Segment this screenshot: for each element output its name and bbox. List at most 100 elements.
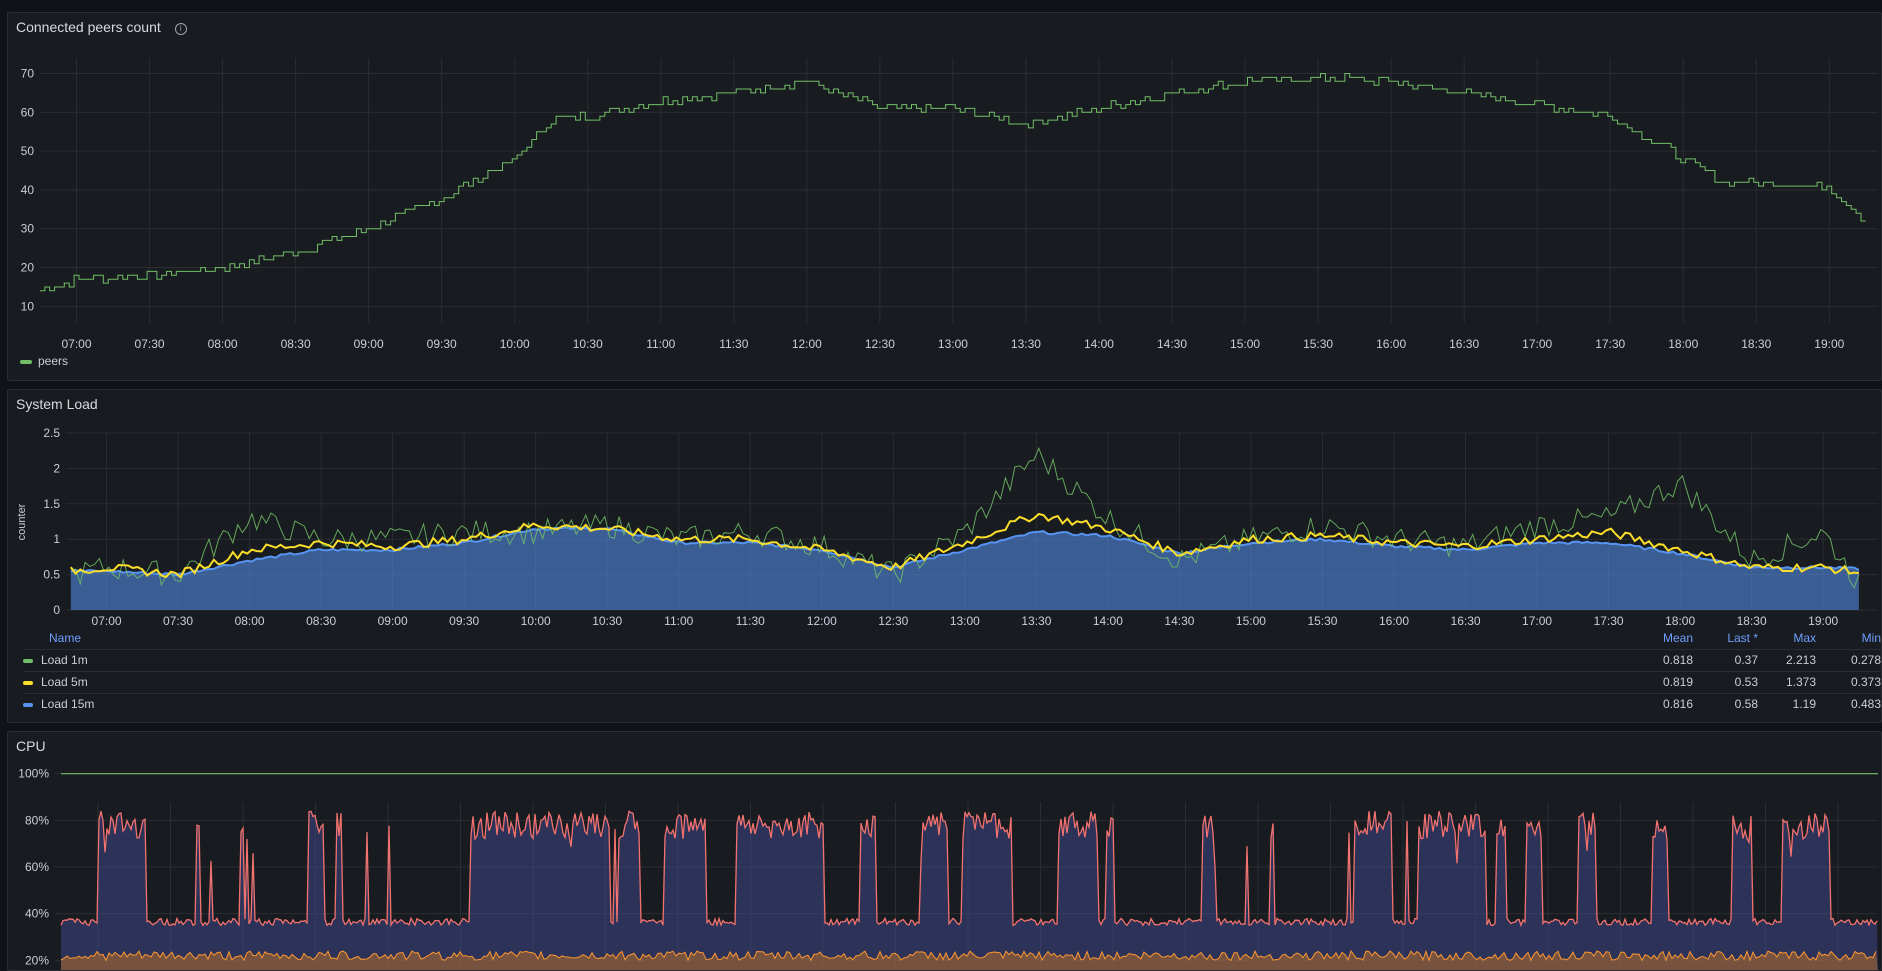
x-tick-label: 14:30 — [1157, 337, 1187, 351]
x-tick-label: 16:30 — [1451, 614, 1481, 628]
x-tick-label: 19:00 — [1814, 337, 1844, 351]
legend-last: 0.37 — [1734, 653, 1758, 667]
series-line-load-15m — [70, 526, 1860, 577]
legend-swatch — [23, 680, 33, 685]
x-tick-label: 09:00 — [378, 614, 408, 628]
y-tick-label: 2.5 — [43, 426, 60, 440]
x-tick-label: 10:30 — [573, 337, 603, 351]
y-tick-label: 60% — [25, 860, 49, 874]
x-tick-label: 11:30 — [736, 614, 765, 628]
series-line-system — [60, 949, 1877, 962]
legend-col-name[interactable]: Name — [49, 631, 82, 645]
legend-min: 0.483 — [1850, 697, 1881, 711]
legend-name: Load 1m — [23, 650, 88, 671]
legend-last: 0.53 — [1734, 675, 1758, 689]
y-tick-label: 50 — [21, 144, 35, 158]
x-tick-label: 09:00 — [354, 337, 384, 351]
series-line-user — [60, 810, 1878, 928]
legend-row-load-1m[interactable]: Load 1m 0.818 0.37 2.213 0.278 — [23, 649, 1881, 671]
legend-min: 0.278 — [1850, 653, 1881, 667]
x-tick-label: 12:30 — [878, 614, 908, 628]
legend-col-max[interactable]: Max — [1793, 631, 1816, 645]
cpu-panel-title[interactable]: CPU — [16, 738, 46, 754]
series-line-peers — [40, 73, 1866, 292]
x-tick-label: 07:30 — [135, 337, 165, 351]
y-tick-label: 40 — [21, 183, 35, 197]
x-tick-label: 12:30 — [865, 337, 895, 351]
x-tick-label: 17:30 — [1594, 614, 1624, 628]
legend-label: Load 1m — [41, 653, 88, 667]
peers-legend[interactable]: peers — [20, 354, 68, 368]
legend-name: Load 15m — [23, 694, 94, 715]
y-tick-label: 60 — [21, 105, 35, 119]
legend-table: Name Mean Last * Max Min Load 1m 0.818 0… — [23, 631, 1881, 715]
x-tick-label: 12:00 — [792, 337, 822, 351]
legend-min: 0.373 — [1850, 675, 1881, 689]
legend-max: 2.213 — [1785, 653, 1816, 667]
legend-col-min[interactable]: Min — [1861, 631, 1881, 645]
x-tick-label: 14:00 — [1084, 337, 1114, 351]
x-tick-label: 13:00 — [950, 614, 980, 628]
legend-name: Load 5m — [23, 672, 88, 693]
x-tick-label: 16:00 — [1379, 614, 1409, 628]
y-tick-label: 70 — [21, 67, 35, 81]
x-tick-label: 18:00 — [1665, 614, 1695, 628]
x-tick-label: 11:30 — [719, 337, 748, 351]
legend-table-header: Name Mean Last * Max Min — [23, 631, 1881, 649]
x-tick-label: 14:30 — [1164, 614, 1194, 628]
series-line-load-1m — [70, 446, 1860, 589]
y-axis-label: counter — [16, 503, 28, 540]
info-icon[interactable]: i — [174, 23, 187, 35]
x-tick-label: 15:00 — [1230, 337, 1260, 351]
x-tick-label: 08:30 — [306, 614, 336, 628]
x-tick-label: 13:30 — [1021, 614, 1051, 628]
y-tick-label: 20 — [21, 261, 35, 275]
legend-label-peers: peers — [38, 354, 69, 368]
legend-mean: 0.816 — [1662, 697, 1693, 711]
system-load-panel: System Load 0 0.5 1 1.5 2 2.5 07:00 07:30 08:00 0… — [7, 389, 1882, 723]
legend-last: 0.58 — [1734, 697, 1758, 711]
x-tick-label: 19:00 — [1808, 614, 1838, 628]
y-tick-label: 1 — [53, 532, 60, 546]
x-tick-label: 07:00 — [92, 614, 122, 628]
x-tick-label: 14:00 — [1093, 614, 1123, 628]
legend-col-last[interactable]: Last * — [1727, 631, 1758, 645]
x-tick-label: 08:00 — [208, 337, 238, 351]
y-tick-label: 10 — [21, 299, 35, 313]
legend-row-load-15m[interactable]: Load 15m 0.816 0.58 1.19 0.483 — [23, 693, 1881, 715]
system-load-panel-title[interactable]: System Load — [16, 396, 98, 412]
x-tick-label: 15:00 — [1236, 614, 1266, 628]
x-tick-label: 08:00 — [235, 614, 265, 628]
y-tick-label: 1.5 — [43, 497, 60, 511]
x-tick-label: 15:30 — [1303, 337, 1333, 351]
x-tick-label: 10:30 — [592, 614, 622, 628]
x-tick-label: 13:30 — [1011, 337, 1041, 351]
legend-col-mean[interactable]: Mean — [1662, 631, 1693, 645]
peers-chart[interactable]: 10 20 30 40 50 60 70 07:00 07:30 08:00 08:30 09:00 0… — [8, 13, 1882, 381]
y-tick-label: 20% — [25, 953, 49, 967]
x-tick-label: 11:00 — [664, 614, 693, 628]
legend-label: Load 5m — [41, 675, 88, 689]
legend-max: 1.19 — [1792, 697, 1816, 711]
x-tick-label: 09:30 — [449, 614, 479, 628]
x-tick-label: 09:30 — [427, 337, 457, 351]
legend-swatch — [23, 658, 33, 663]
y-tick-label: 40% — [25, 907, 49, 921]
x-tick-label: 10:00 — [500, 337, 530, 351]
x-tick-label: 11:00 — [646, 337, 675, 351]
legend-row-load-5m[interactable]: Load 5m 0.819 0.53 1.373 0.373 — [23, 671, 1881, 693]
x-tick-label: 17:00 — [1522, 337, 1552, 351]
y-tick-label: 80% — [25, 813, 49, 827]
x-tick-label: 18:00 — [1668, 337, 1698, 351]
x-tick-label: 08:30 — [281, 337, 311, 351]
y-tick-label: 100% — [18, 767, 49, 781]
y-tick-label: 2 — [53, 461, 60, 475]
peers-panel-title[interactable]: Connected peers count i — [16, 19, 187, 35]
cpu-chart[interactable]: 20% 40% 60% 80% 100% — [8, 732, 1882, 971]
y-tick-label: 0 — [53, 603, 60, 617]
x-tick-label: 15:30 — [1307, 614, 1337, 628]
system-load-chart[interactable]: 0 0.5 1 1.5 2 2.5 07:00 07:30 08:00 08:30 09:00 09:… — [8, 390, 1882, 630]
x-tick-label: 07:00 — [62, 337, 92, 351]
legend-mean: 0.818 — [1662, 653, 1693, 667]
x-tick-label: 12:00 — [807, 614, 837, 628]
